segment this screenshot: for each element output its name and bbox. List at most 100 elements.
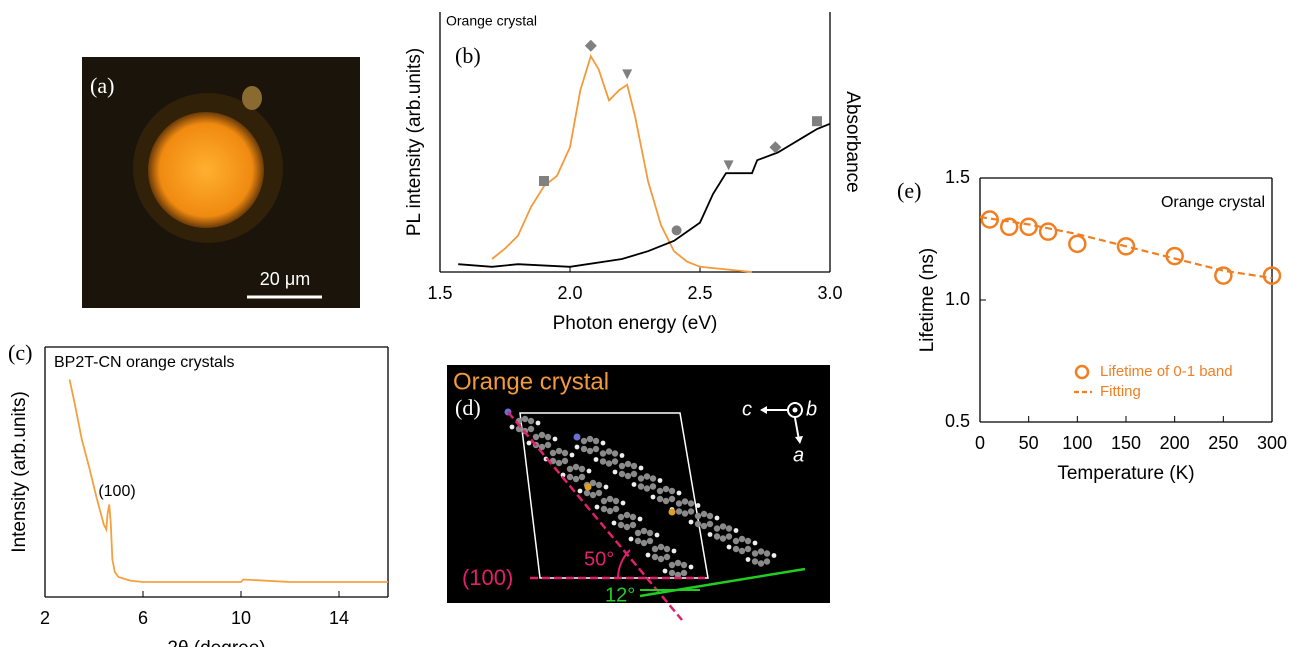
angle-label: 50°	[584, 548, 614, 570]
atom	[566, 473, 574, 481]
hydrogen	[662, 568, 668, 574]
panel-title: Orange crystal	[453, 368, 609, 395]
hydrogen	[771, 553, 777, 558]
y2-axis-label: Absorbance	[842, 91, 863, 192]
hydrogen	[628, 536, 634, 542]
y-tick-label: 0.5	[945, 411, 970, 431]
hydrogen	[695, 503, 701, 508]
atom	[643, 473, 651, 480]
crystal	[148, 112, 264, 228]
atom	[555, 447, 563, 455]
hydrogen	[594, 504, 600, 510]
axis-label: a	[793, 444, 804, 466]
atom	[646, 529, 654, 537]
atom	[763, 558, 771, 565]
atom	[583, 489, 591, 497]
atom	[680, 569, 688, 577]
marker	[1038, 222, 1058, 241]
atom	[566, 465, 574, 473]
chart-title: Orange crystal	[446, 13, 537, 29]
scale-bar-label: 20 μm	[260, 269, 310, 289]
atom	[732, 545, 740, 553]
hydrogen	[603, 484, 609, 490]
x-tick-label: 50	[1019, 433, 1039, 453]
atom	[561, 449, 569, 457]
axis-label: b	[806, 398, 817, 420]
marker	[769, 141, 782, 154]
x-tick-label: 2.0	[557, 283, 582, 303]
atom	[649, 483, 657, 490]
hydrogen	[586, 468, 592, 474]
atom	[651, 545, 659, 553]
hydrogen	[671, 548, 677, 554]
atom	[527, 425, 535, 433]
atom	[663, 553, 671, 561]
atom	[611, 450, 619, 457]
marker	[812, 116, 822, 127]
atom	[751, 558, 759, 565]
atom	[681, 510, 689, 517]
marker	[1068, 234, 1087, 254]
atom	[706, 512, 714, 520]
atom	[694, 520, 702, 528]
x-axis-label: Temperature (K)	[1057, 463, 1194, 484]
atom	[592, 437, 600, 445]
atom	[675, 508, 683, 515]
atom	[738, 547, 746, 555]
atom	[630, 462, 638, 470]
hydrogen	[638, 465, 644, 471]
atom	[725, 525, 733, 532]
hydrogen	[593, 457, 599, 462]
atom	[713, 533, 721, 540]
marker	[584, 39, 597, 52]
marker	[539, 176, 549, 186]
atom	[763, 550, 771, 557]
axis-arrowhead	[760, 406, 767, 414]
hydrogen	[569, 452, 575, 458]
panel-label: (d)	[455, 395, 481, 420]
atom	[592, 445, 600, 453]
marker	[1214, 266, 1233, 285]
atom	[606, 495, 614, 503]
atom	[624, 460, 632, 468]
panel-a: (a) 20 μm	[82, 57, 360, 308]
x-tick-label: 14	[329, 608, 349, 628]
atom	[618, 470, 626, 478]
y-tick-label: 1.0	[945, 289, 970, 309]
marker	[723, 160, 734, 171]
x-tick-label: 3.0	[817, 283, 842, 303]
atom	[580, 445, 588, 453]
axis-label: c	[742, 398, 752, 420]
atom	[595, 481, 603, 489]
hydrogen	[509, 424, 515, 430]
y-axis-label: Lifetime (ns)	[917, 248, 938, 353]
series-line	[491, 54, 753, 273]
atom	[744, 537, 752, 545]
marker	[1262, 266, 1282, 285]
atom	[656, 487, 664, 495]
panel-label: (c)	[8, 340, 32, 365]
hydrogen	[535, 420, 541, 426]
x-tick-label: 2	[40, 608, 50, 628]
x-axis-label: Photon energy (eV)	[553, 313, 718, 334]
x-tick-label: 100	[1062, 433, 1092, 453]
atom	[618, 462, 626, 470]
chart-title: Orange crystal	[1161, 194, 1265, 211]
atom	[629, 513, 637, 521]
atom	[662, 485, 670, 493]
hydrogen	[552, 436, 558, 442]
atom	[680, 561, 688, 569]
y-axis-label: PL intensity (arb.units)	[404, 48, 425, 236]
atom	[538, 443, 546, 451]
atom	[681, 498, 689, 505]
hydrogen	[745, 557, 751, 562]
hydrogen	[560, 472, 566, 478]
atom	[572, 463, 580, 471]
atom	[687, 508, 695, 515]
hydrogen	[733, 528, 739, 533]
hydrogen	[688, 564, 694, 570]
atom	[617, 521, 625, 529]
atom	[521, 415, 529, 423]
atom	[738, 535, 746, 543]
atom	[643, 485, 651, 492]
